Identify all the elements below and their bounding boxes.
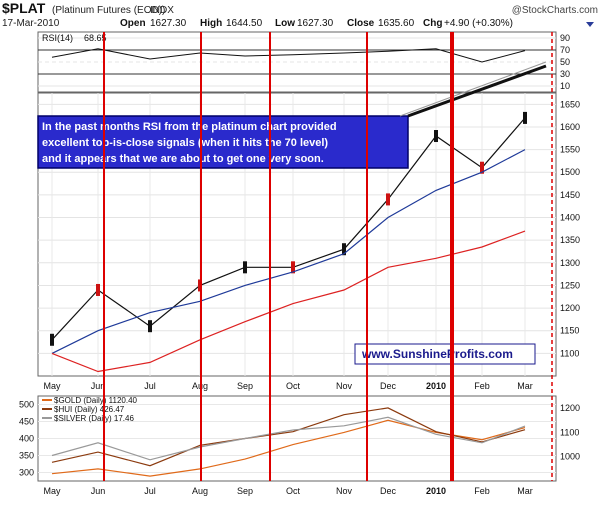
month-label: Nov (336, 381, 353, 391)
bottom-legend: $GOLD (Daily) 1120.40$HUI (Daily) 426.47… (42, 396, 138, 423)
close-label: Close (347, 18, 375, 29)
rsi-tick-label: 30 (560, 69, 570, 79)
exchange: INDX (150, 5, 174, 16)
price-bar (386, 193, 390, 206)
legend-label: $GOLD (Daily) 1120.40 (54, 396, 138, 405)
bottom-month-label: 2010 (426, 486, 446, 496)
annotation-line-3: and it appears that we are about to get … (42, 153, 324, 165)
bottom-right-tick-label: 1000 (560, 452, 580, 462)
instrument-name: (Platinum Futures (EOD)) (52, 5, 165, 16)
month-label: Oct (286, 381, 301, 391)
price-tick-label: 1550 (560, 145, 580, 155)
symbol: $PLAT (2, 0, 46, 16)
price-tick-label: 1350 (560, 235, 580, 245)
bottom-month-label: Nov (336, 486, 353, 496)
price-tick-label: 1400 (560, 213, 580, 223)
low-label: Low (275, 18, 295, 29)
date: 17-Mar-2010 (2, 18, 60, 29)
rsi-grid (38, 37, 556, 87)
bottom-right-tick-label: 1100 (560, 427, 579, 437)
annotation-box: In the past months RSI from the platinum… (37, 115, 409, 169)
month-label: Jun (91, 381, 106, 391)
month-label: Sep (237, 381, 253, 391)
bottom-month-label: Dec (380, 486, 397, 496)
month-label: 2010 (426, 381, 446, 391)
annotation-line-2: excellent top-is-close signals (when it … (42, 137, 328, 149)
rsi-tick-label: 10 (560, 81, 570, 91)
open-value: 1627.30 (150, 18, 187, 29)
price-bar (434, 130, 438, 143)
close-value: 1635.60 (378, 18, 415, 29)
bottom-month-label: Jul (144, 486, 156, 496)
bottom-left-tick-label: 400 (19, 434, 34, 444)
high-label: High (200, 18, 222, 29)
rsi-axis: 90 70 50 30 10 (560, 33, 570, 91)
bottom-month-label: Jun (91, 486, 106, 496)
website-text[interactable]: www.SunshineProfits.com (361, 347, 513, 361)
bottom-month-label: Aug (192, 486, 208, 496)
annotation-pointer (407, 64, 547, 118)
month-label: Feb (474, 381, 490, 391)
price-tick-label: 1300 (560, 258, 580, 268)
bottom-axis: 500 450 400 350 300 1200 1100 1000 (19, 400, 580, 478)
price-bar (96, 283, 100, 296)
rsi-tick-label: 70 (560, 45, 570, 55)
price-tick-label: 1500 (560, 167, 580, 177)
rsi-label: RSI(14) (42, 33, 73, 43)
bottom-right-tick-label: 1200 (560, 403, 580, 413)
annotation-pointer-shadow (399, 61, 547, 117)
watermark: @StockCharts.com (512, 5, 598, 16)
bottom-month-label: Oct (286, 486, 301, 496)
price-tick-label: 1450 (560, 190, 580, 200)
bottom-left-tick-label: 500 (19, 400, 34, 410)
website-label[interactable]: www.SunshineProfits.com (354, 343, 536, 365)
rsi-tick-label: 90 (560, 33, 570, 43)
price-bar (243, 261, 247, 274)
bottom-month-label: Feb (474, 486, 490, 496)
signal-lines (103, 32, 454, 481)
price-bar (480, 161, 484, 174)
month-label: May (43, 381, 61, 391)
month-label: Jul (144, 381, 156, 391)
bottom-month-label: Mar (517, 486, 533, 496)
dropdown-triangle-icon[interactable] (586, 22, 594, 27)
bottom-left-tick-label: 450 (19, 417, 34, 427)
rsi-tick-label: 50 (560, 57, 570, 67)
bottom-left-tick-label: 300 (19, 468, 34, 478)
high-value: 1644.50 (226, 18, 263, 29)
low-value: 1627.30 (297, 18, 334, 29)
month-label: Dec (380, 381, 397, 391)
price-bar (291, 261, 295, 274)
bottom-left-tick-label: 350 (19, 451, 34, 461)
price-bar (148, 320, 152, 333)
price-axis: 1650 1600 1550 1500 1450 1400 1350 1300 1250 1200… (560, 99, 580, 358)
month-label: Mar (517, 381, 533, 391)
rsi-value: 68.65 (84, 33, 107, 43)
bottom-grid (38, 404, 556, 473)
chg-label: Chg (423, 18, 442, 29)
open-label: Open (120, 18, 146, 29)
bottom-x-axis-labels: May Jun Jul Aug Sep Oct Nov Dec 2010 Feb Mar (43, 486, 532, 496)
price-tick-label: 1250 (560, 280, 580, 290)
price-tick-label: 1150 (560, 326, 579, 336)
price-bar (523, 111, 527, 124)
price-bar (342, 243, 346, 256)
bottom-month-label: May (43, 486, 61, 496)
price-tick-label: 1650 (560, 99, 580, 109)
legend-label: $HUI (Daily) 426.47 (54, 405, 125, 414)
legend-label: $SILVER (Daily) 17.46 (54, 414, 134, 423)
bottom-month-label: Sep (237, 486, 253, 496)
price-tick-label: 1100 (560, 348, 579, 358)
chg-value: +4.90 (+0.30%) (444, 18, 513, 29)
price-tick-label: 1600 (560, 122, 580, 132)
annotation-line-1: In the past months RSI from the platinum… (42, 121, 337, 133)
price-tick-label: 1200 (560, 303, 580, 313)
price-bar (50, 333, 54, 346)
